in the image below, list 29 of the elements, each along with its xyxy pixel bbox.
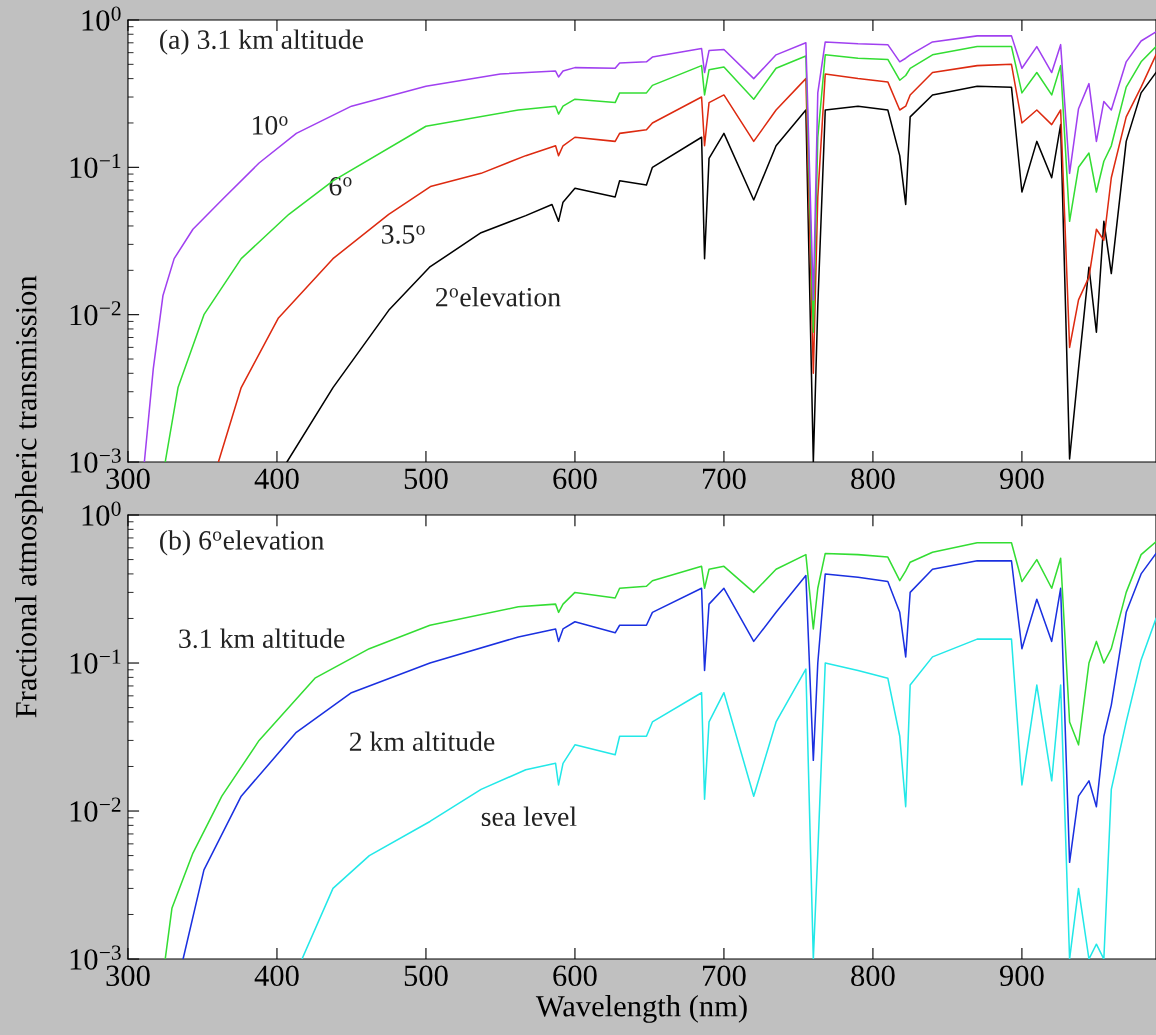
- y-tick-label: 10$^{−2}$: [70, 797, 121, 822]
- y-tick-label: 10$^{0}$: [82, 6, 121, 31]
- x-tick-label: 400: [254, 965, 299, 987]
- chart-title: (a) 3.1 km altitude: [160, 29, 364, 55]
- x-tick-label: 700: [703, 965, 746, 987]
- series-label: 2$^{o}$elevation: [436, 287, 561, 307]
- x-tick-label: 900: [999, 965, 1044, 987]
- y-tick-label: 10$^{−1}$: [70, 649, 121, 674]
- x-tick-label: 500: [404, 468, 448, 490]
- y-tick-label: 10$^{−1}$: [70, 153, 121, 179]
- x-tick-label: 600: [553, 965, 597, 987]
- y-tick-label: 10$^{−2}$: [70, 301, 121, 326]
- y-axis-title: Fractional atmospheric transmission: [15, 275, 43, 718]
- x-tick-label: 700: [703, 468, 746, 490]
- x-tick-label: 500: [404, 965, 448, 987]
- series-label: 3.5$^{o}$: [382, 225, 425, 244]
- x-tick-label: 800: [851, 468, 895, 490]
- x-tick-label: 800: [851, 965, 895, 987]
- series-label: 6$^{o}$: [329, 176, 352, 196]
- y-tick-label: 10$^{0}$: [82, 501, 121, 526]
- series-label: 2 km altitude: [349, 731, 495, 752]
- x-tick-label: 900: [999, 468, 1044, 490]
- text: (b) 6$^{o}$elevation: [160, 530, 324, 556]
- x-tick-label: 400: [254, 468, 299, 490]
- x-tick-label: 600: [553, 468, 597, 490]
- series-label: 3.1 km altitude: [179, 628, 345, 649]
- x-axis-title: Wavelength (nm): [535, 995, 747, 1023]
- series-label: sea level: [481, 806, 577, 827]
- series-label: 10$^{o}$: [252, 115, 288, 135]
